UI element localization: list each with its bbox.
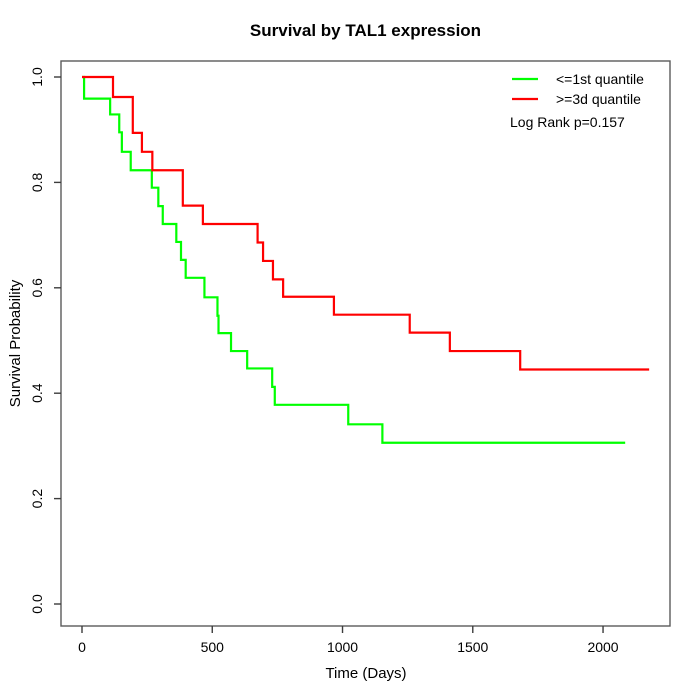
plot-area: 0 500 1000 1500 2000 0.0 0.2 0.4 0.6 0.8 1.0 <box>29 60 671 655</box>
legend-label-red: >=3d quantile <box>556 91 641 107</box>
x-axis-title: Time (Days) <box>325 665 406 682</box>
y-tick-label: 0.4 <box>29 383 45 403</box>
km-curve-high-quantile <box>82 75 650 371</box>
y-tick-label: 1.0 <box>29 67 45 87</box>
plot-box <box>60 60 671 627</box>
y-axis-title: Survival Probability <box>7 279 24 407</box>
chart-title: Survival by TAL1 expression <box>250 21 481 40</box>
x-tick-label: 500 <box>201 639 225 655</box>
legend: <=1st quantile >=3d quantile Log Rank p=… <box>510 71 644 130</box>
y-tick-label: 0.6 <box>29 278 45 298</box>
y-tick-label: 0.2 <box>29 489 45 509</box>
x-tick-label: 1000 <box>327 639 358 655</box>
km-curve-low-quantile <box>82 75 626 444</box>
y-tick-label: 0.8 <box>29 172 45 192</box>
x-tick-label: 1500 <box>457 639 488 655</box>
x-tick-label: 0 <box>78 639 86 655</box>
x-tick-label: 2000 <box>587 639 618 655</box>
legend-label-green: <=1st quantile <box>556 71 644 87</box>
y-tick-label: 0.0 <box>29 594 45 614</box>
logrank-p-text: Log Rank p=0.157 <box>510 114 625 130</box>
